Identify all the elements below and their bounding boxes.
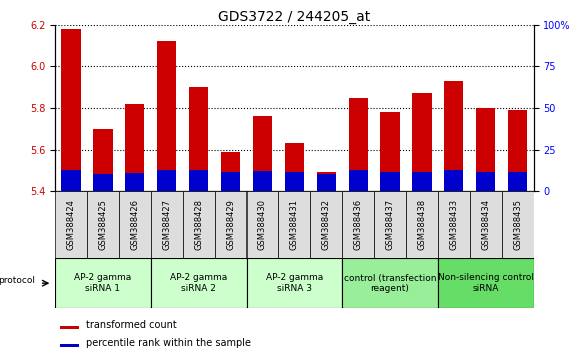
Text: GSM388424: GSM388424: [67, 199, 75, 250]
Bar: [189, 170, 208, 191]
Bar: [476, 108, 495, 191]
Bar: [317, 174, 336, 191]
Text: GSM388437: GSM388437: [386, 199, 394, 250]
Bar: [157, 41, 176, 191]
Text: GSM388438: GSM388438: [418, 199, 426, 250]
Text: GSM388432: GSM388432: [322, 199, 331, 250]
Bar: [476, 172, 495, 191]
Bar: [61, 29, 81, 191]
Text: Non-silencing control
siRNA: Non-silencing control siRNA: [438, 274, 534, 293]
Bar: [253, 171, 272, 191]
Bar: [157, 170, 176, 191]
Bar: [342, 258, 438, 308]
Bar: [246, 258, 342, 308]
Bar: [317, 172, 336, 191]
Bar: [412, 93, 432, 191]
Bar: [93, 174, 113, 191]
Bar: [278, 191, 310, 258]
Bar: [93, 129, 113, 191]
Bar: [444, 81, 463, 191]
Text: AP-2 gamma
siRNA 2: AP-2 gamma siRNA 2: [170, 274, 227, 293]
Bar: [253, 116, 272, 191]
Bar: [61, 170, 81, 191]
Bar: [412, 172, 432, 191]
Text: GSM388429: GSM388429: [226, 199, 235, 250]
Bar: [310, 191, 342, 258]
Bar: [60, 326, 79, 329]
Bar: [151, 258, 246, 308]
Text: GSM388428: GSM388428: [194, 199, 203, 250]
Text: GSM388431: GSM388431: [290, 199, 299, 250]
Bar: [285, 172, 304, 191]
Bar: [502, 191, 534, 258]
Bar: [151, 191, 183, 258]
Bar: [246, 191, 278, 258]
Bar: [87, 191, 119, 258]
Bar: [508, 110, 527, 191]
Bar: [438, 191, 470, 258]
Bar: [438, 258, 534, 308]
Text: GSM388436: GSM388436: [354, 199, 362, 250]
Text: percentile rank within the sample: percentile rank within the sample: [86, 338, 251, 348]
Text: GSM388430: GSM388430: [258, 199, 267, 250]
Bar: [125, 104, 144, 191]
Text: GSM388434: GSM388434: [481, 199, 490, 250]
Text: GSM388426: GSM388426: [130, 199, 139, 250]
Bar: [221, 152, 240, 191]
Bar: [215, 191, 246, 258]
Text: transformed count: transformed count: [86, 320, 177, 330]
Text: AP-2 gamma
siRNA 3: AP-2 gamma siRNA 3: [266, 274, 323, 293]
Bar: [508, 172, 527, 191]
Bar: [380, 112, 400, 191]
Bar: [125, 173, 144, 191]
Bar: [119, 191, 151, 258]
Text: GSM388435: GSM388435: [513, 199, 522, 250]
Title: GDS3722 / 244205_at: GDS3722 / 244205_at: [218, 10, 371, 24]
Bar: [285, 143, 304, 191]
Bar: [55, 258, 151, 308]
Bar: [444, 170, 463, 191]
Bar: [221, 172, 240, 191]
Bar: [55, 191, 87, 258]
Bar: [349, 170, 368, 191]
Bar: [406, 191, 438, 258]
Text: AP-2 gamma
siRNA 1: AP-2 gamma siRNA 1: [74, 274, 132, 293]
Text: GSM388433: GSM388433: [450, 199, 458, 250]
Text: GSM388427: GSM388427: [162, 199, 171, 250]
Bar: [342, 191, 374, 258]
Text: GSM388425: GSM388425: [99, 199, 107, 250]
Text: protocol: protocol: [0, 276, 35, 285]
Bar: [380, 172, 400, 191]
Bar: [470, 191, 502, 258]
Bar: [349, 98, 368, 191]
Bar: [60, 344, 79, 347]
Text: control (transfection
reagent): control (transfection reagent): [344, 274, 436, 293]
Bar: [189, 87, 208, 191]
Bar: [183, 191, 215, 258]
Bar: [374, 191, 406, 258]
